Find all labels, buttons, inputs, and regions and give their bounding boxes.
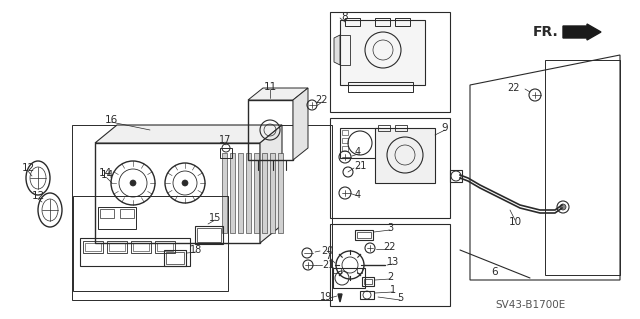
Circle shape (130, 180, 136, 186)
Text: 10: 10 (508, 217, 522, 227)
Bar (342, 130, 348, 135)
Bar (246, 153, 251, 233)
Bar (378, 125, 390, 131)
Bar (357, 232, 371, 238)
Bar (222, 153, 227, 233)
Text: 22: 22 (316, 95, 328, 105)
Bar (450, 170, 462, 182)
Bar (395, 125, 407, 131)
Polygon shape (338, 294, 342, 302)
Text: 22: 22 (508, 83, 520, 93)
FancyArrow shape (563, 24, 601, 40)
Bar (375, 128, 435, 183)
Bar (164, 250, 186, 266)
Text: 1: 1 (390, 285, 396, 295)
Bar (155, 241, 175, 253)
Text: 6: 6 (492, 267, 499, 277)
Text: 21: 21 (322, 260, 334, 270)
Text: 18: 18 (190, 245, 202, 255)
Bar (342, 146, 348, 151)
Bar (278, 153, 283, 233)
Bar (340, 35, 350, 65)
Bar (166, 252, 184, 264)
Bar (330, 224, 450, 306)
Text: 9: 9 (442, 123, 448, 133)
Text: 19: 19 (320, 292, 332, 302)
Text: FR.: FR. (533, 25, 559, 39)
Text: 20: 20 (321, 246, 333, 256)
Bar (345, 18, 360, 26)
Text: 13: 13 (387, 257, 399, 267)
Text: 12: 12 (21, 163, 35, 173)
Text: 11: 11 (264, 82, 276, 92)
Bar (333, 268, 341, 273)
Polygon shape (95, 125, 282, 143)
Bar (238, 153, 243, 233)
Text: SV43-B1700E: SV43-B1700E (495, 300, 565, 310)
Bar (95, 143, 260, 243)
Text: 2: 2 (387, 272, 393, 282)
Bar (107, 241, 127, 253)
Polygon shape (293, 88, 308, 160)
Bar (85, 243, 101, 251)
Bar (357, 268, 362, 273)
Bar (197, 228, 221, 242)
Bar (340, 128, 380, 158)
Bar (72, 125, 332, 300)
Bar (120, 209, 134, 218)
Bar (262, 153, 267, 233)
Circle shape (560, 204, 566, 210)
Bar (230, 153, 235, 233)
Text: 21: 21 (354, 161, 366, 171)
Circle shape (182, 180, 188, 186)
Bar (342, 138, 348, 143)
Bar (333, 268, 365, 288)
Bar (364, 279, 372, 284)
Bar (248, 100, 293, 160)
Bar (355, 230, 373, 240)
Text: 15: 15 (209, 213, 221, 223)
Bar (340, 20, 425, 85)
Bar (220, 148, 232, 158)
Polygon shape (260, 125, 282, 243)
Bar (157, 243, 173, 251)
Text: 5: 5 (397, 293, 403, 303)
Bar (83, 241, 103, 253)
Bar (395, 18, 410, 26)
Bar (80, 238, 190, 266)
Bar (330, 12, 450, 112)
Text: 8: 8 (342, 12, 348, 22)
Text: 4: 4 (355, 147, 361, 157)
Bar (330, 118, 450, 218)
Text: 14: 14 (99, 168, 111, 178)
Text: 4: 4 (355, 190, 361, 200)
Bar (254, 153, 259, 233)
Bar (195, 226, 223, 244)
Bar (100, 209, 114, 218)
Bar (109, 243, 125, 251)
Text: 12: 12 (31, 191, 45, 201)
Bar (375, 18, 390, 26)
Bar (348, 82, 413, 92)
Text: 17: 17 (219, 135, 231, 145)
Polygon shape (334, 35, 340, 65)
Bar (133, 243, 149, 251)
Bar (362, 277, 374, 286)
Text: 3: 3 (387, 223, 393, 233)
Bar (131, 241, 151, 253)
Text: 16: 16 (104, 115, 118, 125)
Bar (360, 291, 374, 299)
Text: 22: 22 (384, 242, 396, 252)
Polygon shape (248, 88, 308, 100)
Text: 14: 14 (100, 170, 114, 180)
Text: 7: 7 (325, 251, 331, 261)
Bar (270, 153, 275, 233)
Bar (545, 60, 620, 275)
Bar (98, 207, 136, 229)
Bar (73, 196, 228, 291)
